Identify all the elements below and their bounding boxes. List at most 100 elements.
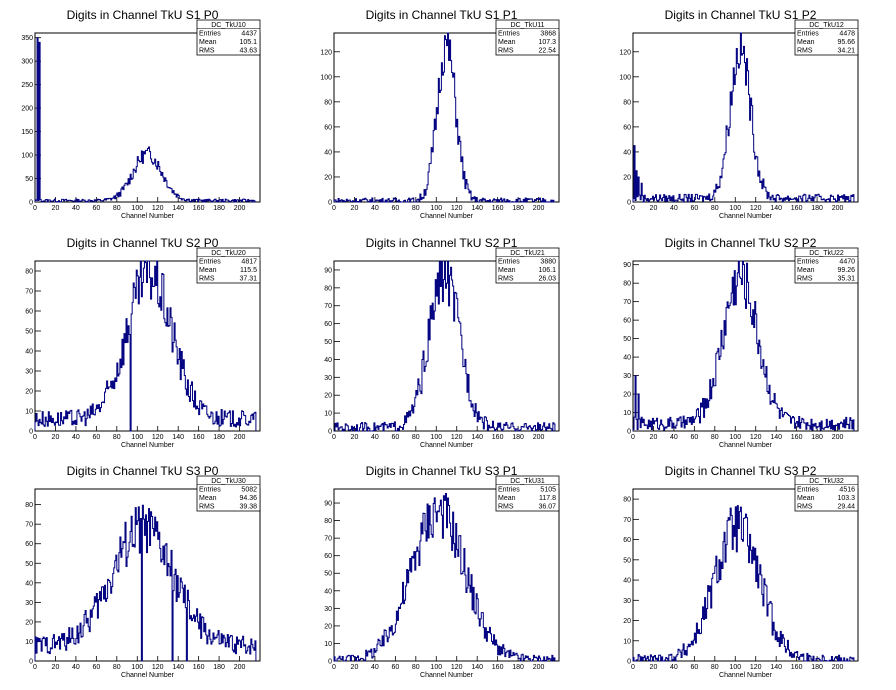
x-tick-label: 100	[430, 434, 442, 441]
x-tick-label: 20	[52, 434, 60, 441]
x-tick-label: 140	[770, 205, 782, 212]
stats-box: DC_TkU30 Entries 5082 Mean 94.36 RMS 39.38	[196, 475, 261, 512]
histogram-panel-8: Digits in Channel TkU S3 P1 0 10 20 30 40 50 60…	[324, 464, 560, 679]
stats-rms-label: RMS	[199, 276, 215, 283]
x-tick-label: 40	[371, 205, 379, 212]
x-tick-label: 120	[750, 205, 762, 212]
stats-box-frame	[196, 247, 261, 284]
y-tick-label: 50	[324, 339, 332, 346]
plot-frame	[34, 488, 261, 662]
y-tick-label: 60	[623, 318, 631, 325]
y-tick-label: 30	[623, 598, 631, 605]
x-tick-label: 120	[152, 434, 164, 441]
x-tick-label: 180	[811, 664, 823, 671]
plot-frame	[632, 488, 859, 662]
y-tick-label: 30	[25, 600, 33, 607]
panel-title: Digits in Channel TkU S3 P1	[366, 464, 518, 478]
x-axis-label: Channel Number	[719, 213, 773, 220]
y-tick-label: 50	[623, 336, 631, 343]
stats-box-frame	[495, 19, 560, 56]
y-tick-label: 0	[627, 659, 631, 666]
histogram-panel-1: Digits in Channel TkU S1 P00501001502002…	[21, 8, 261, 220]
stats-entries-label: Entries	[498, 31, 520, 38]
x-tick-label: 200	[832, 205, 844, 212]
x-tick-label: 200	[533, 205, 545, 212]
histogram-line	[632, 505, 855, 662]
x-tick-label: 180	[213, 434, 225, 441]
x-tick-label: 0	[332, 205, 336, 212]
y-tick-label: 0	[29, 200, 33, 207]
y-tick-label: 20	[25, 389, 33, 396]
panel-title: Digits in Channel TkU S2 P2	[665, 236, 817, 250]
y-tick-label: 20	[623, 174, 631, 181]
x-tick-label: 0	[33, 434, 37, 441]
x-tick-label: 0	[631, 664, 635, 671]
x-tick-label: 200	[533, 434, 545, 441]
x-tick-label: 0	[33, 205, 37, 212]
x-tick-label: 80	[113, 205, 121, 212]
stats-entries-label: Entries	[199, 259, 221, 266]
stats-mean-label: Mean	[498, 267, 516, 274]
stats-entries-value: 5105	[540, 487, 556, 494]
y-tick-label: 90	[324, 267, 332, 274]
histogram-line	[632, 260, 855, 431]
x-tick-label: 200	[234, 205, 246, 212]
y-tick-label: 50	[25, 561, 33, 568]
y-tick-label: 10	[324, 641, 332, 648]
stats-name: DC_TkU30	[211, 478, 246, 485]
y-tick-label: 50	[623, 557, 631, 564]
plot-frame	[333, 32, 560, 203]
panel-title: Digits in Channel TkU S1 P2	[665, 8, 817, 22]
x-tick-label: 160	[193, 434, 205, 441]
stats-name: DC_TkU22	[809, 250, 844, 257]
x-tick-label: 100	[729, 205, 741, 212]
stats-box-frame	[794, 19, 859, 56]
stats-name: DC_TkU32	[809, 478, 844, 485]
y-tick-label: 60	[25, 309, 33, 316]
y-tick-label: 90	[324, 501, 332, 508]
stats-name: DC_TkU31	[510, 478, 545, 485]
y-tick-label: 250	[21, 82, 33, 89]
stats-box-frame	[495, 475, 560, 512]
x-tick-label: 140	[172, 434, 184, 441]
x-tick-label: 0	[33, 664, 37, 671]
x-tick-label: 40	[72, 434, 80, 441]
y-tick-label: 40	[25, 349, 33, 356]
stats-name: DC_TkU11	[510, 22, 544, 29]
x-tick-label: 160	[791, 664, 803, 671]
y-tick-label: 70	[623, 299, 631, 306]
y-tick-label: 30	[25, 369, 33, 376]
y-tick-label: 20	[324, 623, 332, 630]
x-tick-label: 160	[492, 434, 504, 441]
stats-entries-label: Entries	[797, 259, 819, 266]
y-tick-label: 40	[324, 588, 332, 595]
x-tick-label: 20	[650, 205, 658, 212]
x-tick-label: 20	[52, 664, 60, 671]
plot-frame	[34, 32, 261, 203]
y-tick-label: 20	[623, 618, 631, 625]
y-tick-label: 0	[328, 429, 332, 436]
x-tick-label: 80	[113, 434, 121, 441]
y-tick-label: 60	[324, 124, 332, 131]
x-tick-label: 100	[729, 664, 741, 671]
x-tick-label: 160	[791, 434, 803, 441]
y-tick-label: 70	[324, 303, 332, 310]
y-tick-label: 80	[324, 285, 332, 292]
y-tick-label: 100	[21, 153, 33, 160]
x-tick-label: 140	[172, 205, 184, 212]
x-tick-label: 120	[750, 664, 762, 671]
stats-rms-label: RMS	[797, 48, 813, 55]
y-tick-label: 0	[328, 200, 332, 207]
x-axis-label: Channel Number	[719, 442, 773, 449]
x-tick-label: 60	[391, 664, 399, 671]
x-tick-label: 40	[371, 434, 379, 441]
x-tick-label: 60	[92, 664, 100, 671]
y-tick-label: 10	[25, 409, 33, 416]
x-tick-label: 200	[832, 434, 844, 441]
y-tick-label: 150	[21, 129, 33, 136]
stats-mean-value: 117.8	[539, 495, 556, 502]
y-tick-label: 10	[324, 411, 332, 418]
y-tick-label: 30	[324, 606, 332, 613]
y-tick-label: 20	[25, 619, 33, 626]
x-tick-label: 40	[670, 664, 678, 671]
